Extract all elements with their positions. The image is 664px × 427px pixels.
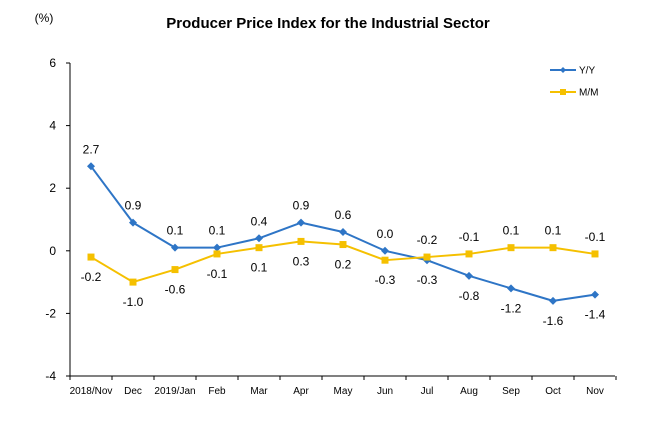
data-point-square — [255, 244, 263, 252]
data-label: 0.1 — [209, 224, 226, 238]
series-layer — [87, 162, 599, 305]
data-point-diamond — [129, 218, 137, 227]
data-point-diamond — [339, 228, 347, 237]
data-point-square — [297, 237, 305, 245]
data-label: 0.1 — [167, 224, 184, 238]
x-tick-label: Oct — [545, 386, 561, 397]
legend-marker-square — [560, 89, 566, 95]
data-point-square — [423, 253, 431, 261]
y-tick-label: 0 — [49, 244, 56, 258]
data-label: -0.3 — [375, 273, 396, 287]
data-point-square — [549, 244, 557, 252]
data-point-diamond — [255, 234, 263, 243]
data-label: 0.6 — [335, 208, 352, 222]
data-point-diamond — [465, 271, 473, 280]
data-label: 0.1 — [545, 224, 562, 238]
data-point-square — [213, 250, 221, 258]
data-point-square — [591, 250, 599, 258]
data-label: -1.2 — [501, 301, 522, 315]
data-point-diamond — [381, 246, 389, 255]
data-label: -0.3 — [417, 273, 438, 287]
data-point-diamond — [591, 290, 599, 299]
legend-label: M/M — [579, 88, 598, 99]
x-tick-label: Nov — [586, 386, 604, 397]
data-label: -0.8 — [459, 289, 480, 303]
x-tick-label: Jul — [421, 386, 434, 397]
x-tick-label: Dec — [124, 386, 142, 397]
data-label: -0.1 — [459, 230, 480, 244]
data-point-diamond — [213, 243, 221, 252]
chart-title: Producer Price Index for the Industrial … — [166, 15, 490, 32]
x-tick-label: Jun — [377, 386, 393, 397]
data-label: -0.1 — [585, 230, 606, 244]
data-point-square — [171, 266, 179, 274]
y-tick-label: 4 — [49, 119, 56, 133]
data-point-square — [129, 278, 137, 286]
data-label: 0.9 — [293, 199, 310, 213]
legend: Y/Y M/M — [550, 66, 598, 99]
data-label: -0.1 — [207, 267, 228, 281]
y-axis-unit: (%) — [35, 11, 54, 25]
x-tick-label: 2018/Nov — [70, 386, 113, 397]
y-axis-ticks: -4 -2 0 2 4 6 — [45, 56, 70, 383]
data-label: -1.6 — [543, 314, 564, 328]
data-label: 0.3 — [293, 254, 310, 268]
x-tick-label: Mar — [250, 386, 268, 397]
data-label: 0.1 — [251, 261, 268, 275]
data-point-diamond — [171, 243, 179, 252]
data-labels-layer: 2.7 0.9 0.1 0.1 0.4 0.9 0.6 0.0 -0.3 -0.8 -1.2 -1.6… — [81, 142, 606, 328]
x-tick-label: 2019/Jan — [154, 386, 195, 397]
data-label: 0.9 — [125, 199, 142, 213]
data-label: -1.0 — [123, 295, 144, 309]
data-label: -0.6 — [165, 283, 186, 297]
y-tick-label: 6 — [49, 56, 56, 70]
data-point-diamond — [549, 296, 557, 305]
data-point-square — [381, 256, 389, 264]
x-tick-label: Aug — [460, 386, 478, 397]
data-point-square — [507, 244, 515, 252]
data-point-diamond — [87, 162, 95, 171]
data-point-diamond — [297, 218, 305, 227]
x-axis-ticks: 2018/Nov Dec 2019/Jan Feb Mar Apr May Jun Jul Aug… — [69, 376, 617, 397]
data-point-diamond — [507, 284, 515, 293]
x-tick-label: May — [334, 386, 353, 397]
data-label: 0.1 — [503, 224, 520, 238]
x-tick-label: Apr — [293, 386, 309, 397]
data-point-square — [465, 250, 473, 258]
data-label: 0.0 — [377, 227, 394, 241]
y-tick-label: -4 — [45, 369, 56, 383]
legend-label: Y/Y — [579, 66, 595, 77]
data-label: -0.2 — [81, 270, 102, 284]
data-label: 0.2 — [335, 258, 352, 272]
y-tick-label: -2 — [45, 306, 56, 320]
legend-marker-diamond — [560, 67, 566, 73]
x-tick-label: Feb — [208, 386, 226, 397]
x-tick-label: Sep — [502, 386, 520, 397]
y-tick-label: 2 — [49, 181, 56, 195]
data-point-square — [87, 253, 95, 261]
data-point-square — [339, 241, 347, 249]
data-label: 0.4 — [251, 214, 268, 228]
data-label: -0.2 — [417, 233, 438, 247]
data-label: -1.4 — [585, 308, 606, 322]
data-label: 2.7 — [83, 142, 100, 156]
